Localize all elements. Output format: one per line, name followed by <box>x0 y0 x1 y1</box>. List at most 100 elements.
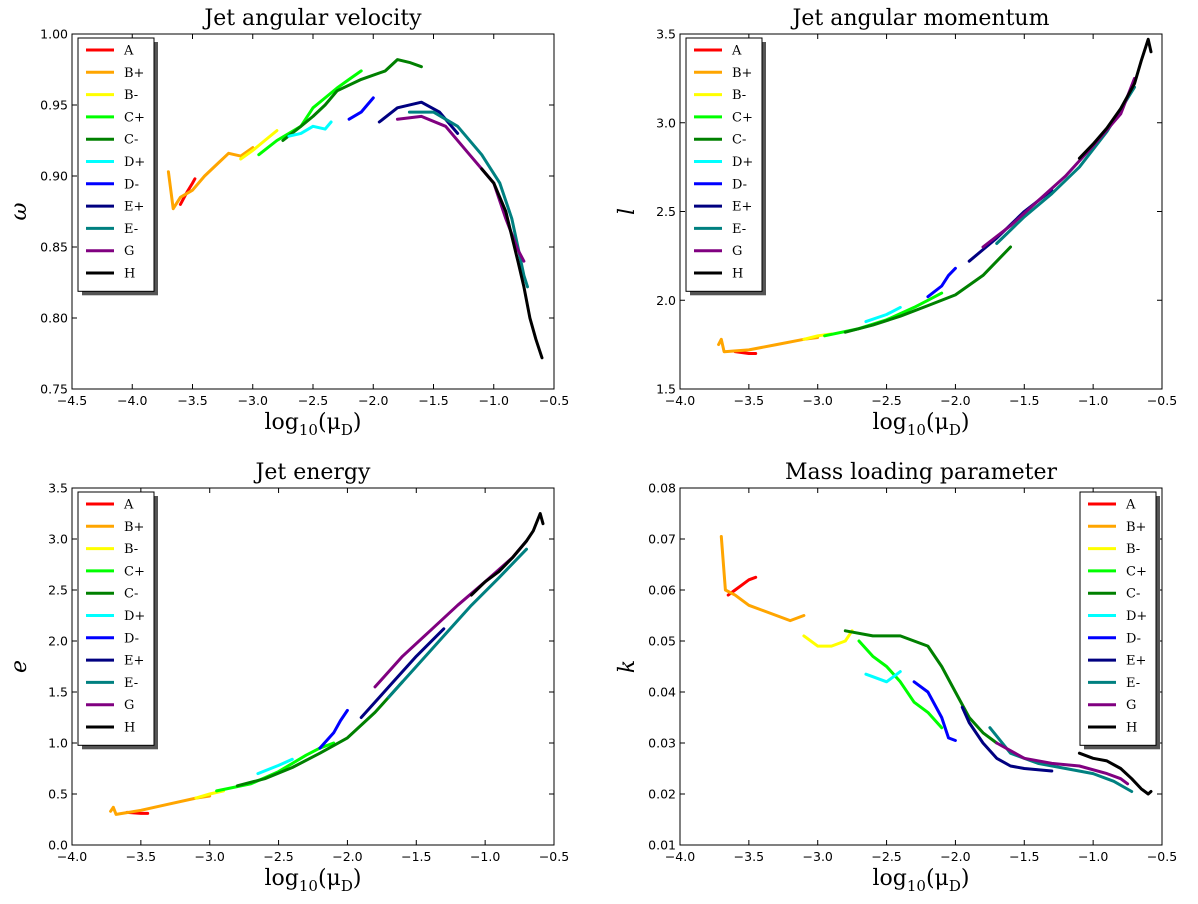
y-tick-label: 0.02 <box>648 787 676 802</box>
x-tick-label: −2.5 <box>871 849 901 864</box>
x-tick-label: −3.0 <box>803 849 833 864</box>
legend-label: C- <box>732 133 746 148</box>
y-tick-label: 1.5 <box>656 382 676 397</box>
y-tick-label: 0.04 <box>648 685 676 700</box>
legend-label: E- <box>124 676 138 691</box>
legend-label: H <box>732 267 743 282</box>
x-tick-label: −4.5 <box>57 393 87 408</box>
y-tick-label: 0.08 <box>648 481 676 496</box>
series-line-Cminus <box>843 629 999 745</box>
legend-label: H <box>124 721 135 736</box>
legend-label: B+ <box>124 520 144 535</box>
x-tick-label: −0.5 <box>539 849 569 864</box>
legend-label: G <box>732 244 742 259</box>
series-line-A <box>726 575 758 597</box>
x-tick-label: −1.0 <box>470 849 500 864</box>
legend-label: C- <box>124 587 138 602</box>
x-tick-label: −2.0 <box>940 393 970 408</box>
y-tick-label: 0.05 <box>648 634 676 649</box>
x-tick-label: −3.5 <box>177 393 207 408</box>
legend-label: D+ <box>732 155 753 170</box>
legend-label: D- <box>124 631 139 646</box>
legend-box <box>77 37 155 292</box>
y-tick-label: 1.00 <box>40 27 68 42</box>
legend-label: B- <box>124 542 138 557</box>
series-line-H <box>469 512 545 597</box>
x-axis-label: log10(μD) <box>265 866 362 895</box>
y-axis-label: ω <box>7 202 32 220</box>
x-tick-label: −4.0 <box>117 393 147 408</box>
x-tick-label: −1.5 <box>1009 393 1039 408</box>
x-tick-label: −0.5 <box>1147 849 1177 864</box>
legend: A B+ B- C+ C- D+ D- E+ E- GH <box>77 37 158 296</box>
series-line-Dplus <box>864 670 902 684</box>
series-line-Dplus <box>864 305 902 324</box>
x-tick-label: −2.0 <box>358 393 388 408</box>
legend-label: G <box>124 244 134 259</box>
jet-angular-velocity-title: Jet angular velocity <box>202 6 422 31</box>
legend-label: D+ <box>1126 609 1147 624</box>
series-line-Dminus <box>926 266 957 299</box>
series-lines <box>109 512 545 816</box>
x-axis-label: log10(μD) <box>265 410 362 439</box>
y-tick-label: 0.5 <box>48 787 68 802</box>
legend-label: C- <box>1126 587 1140 602</box>
legend-label: A <box>731 44 742 59</box>
series-line-H <box>1077 37 1153 160</box>
legend-label: A <box>123 44 134 59</box>
x-tick-label: −2.0 <box>332 849 362 864</box>
legend-label: B+ <box>732 66 752 81</box>
series-line-Eminus <box>387 547 528 699</box>
legend-label: E+ <box>1126 654 1146 669</box>
x-tick-label: −3.0 <box>238 393 268 408</box>
series-line-Eplus <box>960 705 1054 773</box>
x-axis-label: log10(μD) <box>873 410 970 439</box>
legend-box <box>77 491 155 746</box>
series-line-Cminus <box>235 680 404 788</box>
legend-box <box>685 37 763 292</box>
x-tick-label: −2.0 <box>940 849 970 864</box>
y-tick-label: 0.03 <box>648 736 676 751</box>
y-tick-label: 3.5 <box>656 27 676 42</box>
x-axis-label: log10(μD) <box>873 866 970 895</box>
legend-label: E+ <box>124 200 144 215</box>
series-line-Dplus <box>287 120 333 138</box>
x-tick-label: −1.5 <box>401 849 431 864</box>
legend-label: D+ <box>124 155 145 170</box>
legend-label: B- <box>732 88 746 103</box>
x-tick-label: −3.0 <box>195 849 225 864</box>
y-axis-label: k <box>615 660 640 673</box>
panel-1: −4.5 −4.0 −3.5 −3.0 −2.5 −2.0 −1.5 −1.0 −0.5 0.75… <box>7 6 569 439</box>
legend-label: B+ <box>124 66 144 81</box>
series-line-Dminus <box>912 680 957 742</box>
series-line-Cminus <box>281 58 423 142</box>
series-line-A <box>733 350 758 355</box>
x-tick-label: −0.5 <box>1147 393 1177 408</box>
legend-label: A <box>1125 498 1136 513</box>
x-tick-label: −3.5 <box>126 849 156 864</box>
x-tick-label: −2.5 <box>871 393 901 408</box>
x-tick-label: −3.0 <box>803 393 833 408</box>
jet-angular-momentum-title: Jet angular momentum <box>791 6 1050 31</box>
series-lines <box>166 58 544 360</box>
legend-label: D- <box>732 177 747 192</box>
y-tick-label: 0.80 <box>40 311 68 326</box>
y-tick-label: 2.5 <box>48 583 68 598</box>
series-line-Eminus <box>407 110 529 289</box>
legend-label: E- <box>1126 676 1140 691</box>
y-axis-label: e <box>7 660 32 673</box>
series-line-Dplus <box>256 757 294 776</box>
legend-label: C+ <box>732 110 753 125</box>
series-line-Eminus <box>988 726 1134 793</box>
y-tick-label: 0.06 <box>648 583 676 598</box>
legend-label: H <box>1126 721 1137 736</box>
x-tick-label: −4.0 <box>57 849 87 864</box>
legend-box <box>1079 491 1157 746</box>
x-tick-label: −1.5 <box>418 393 448 408</box>
legend-label: C+ <box>1126 564 1147 579</box>
x-tick-label: −2.5 <box>263 849 293 864</box>
y-tick-label: 0.01 <box>648 838 676 853</box>
series-line-A <box>178 177 197 206</box>
y-tick-label: 0.07 <box>648 532 676 547</box>
